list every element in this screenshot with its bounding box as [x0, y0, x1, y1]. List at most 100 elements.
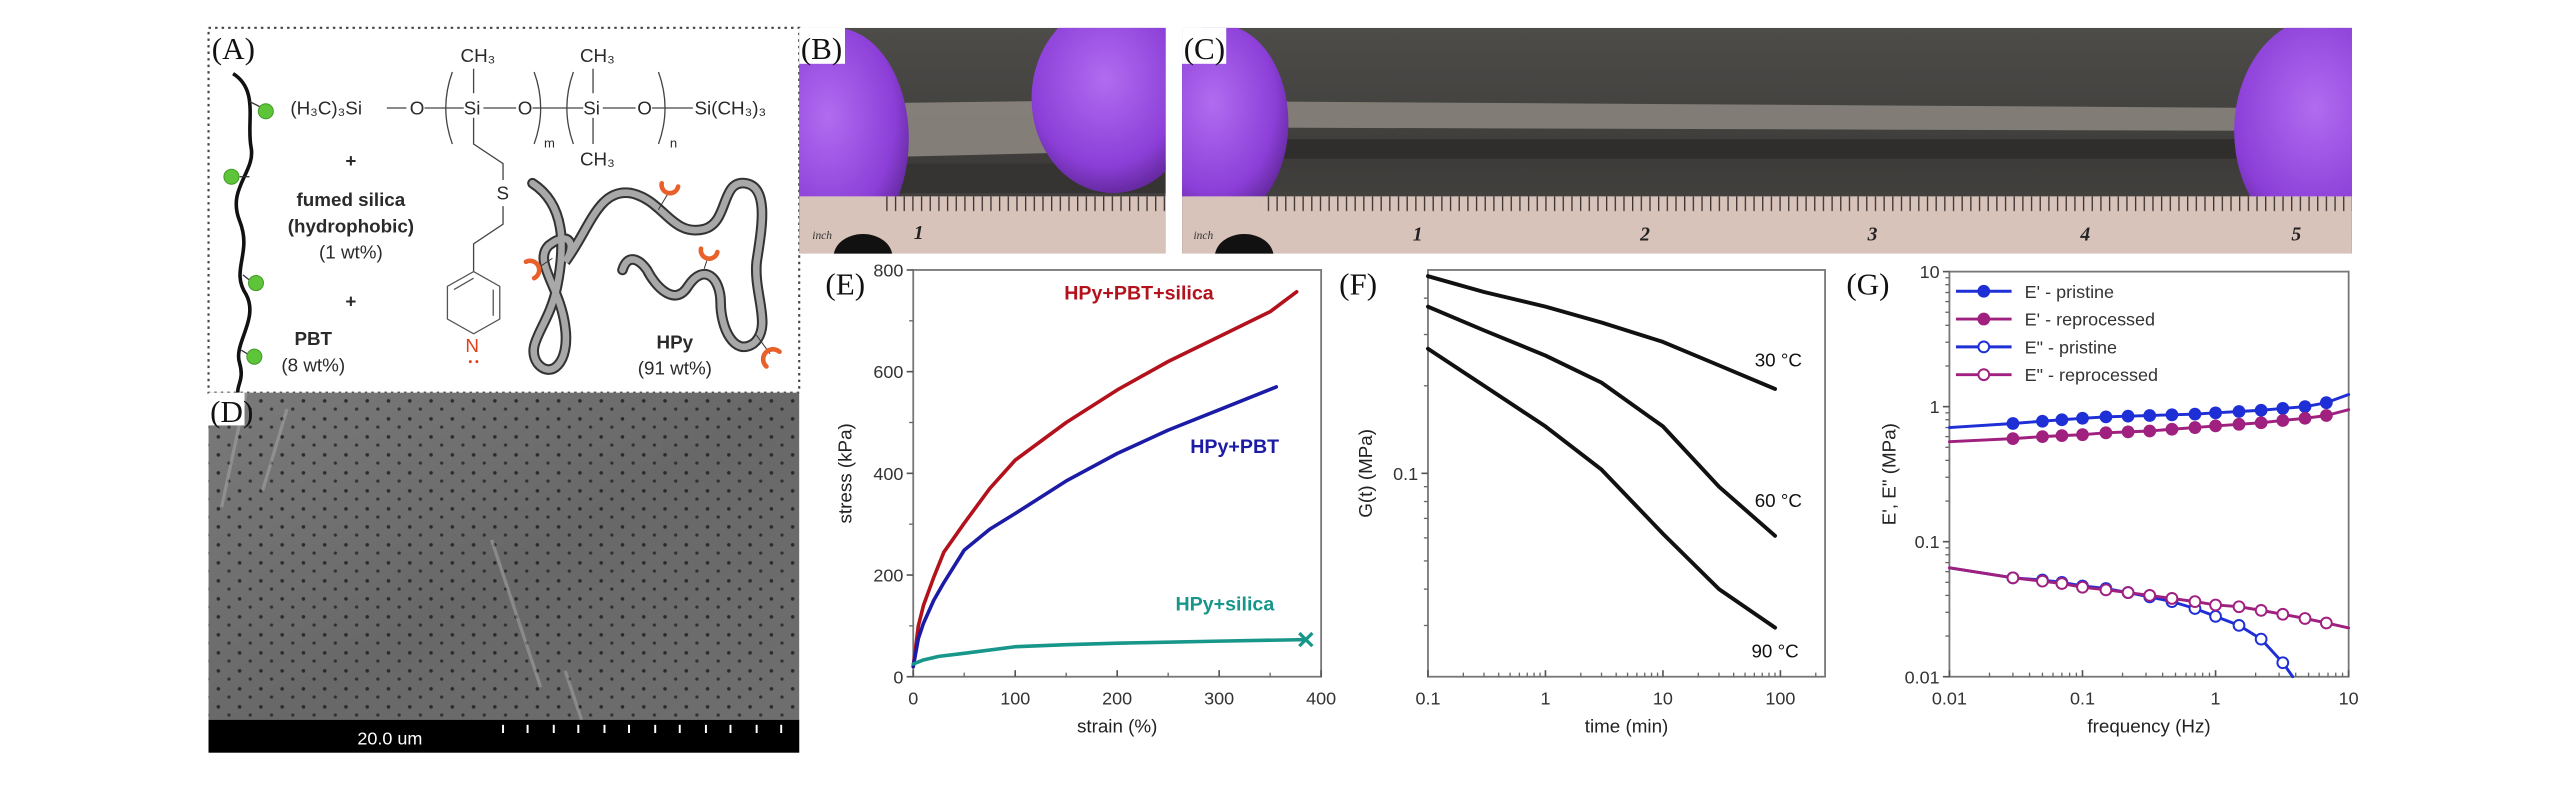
- x-tick-label: 10: [2339, 689, 2359, 709]
- data-point: [2254, 416, 2268, 430]
- data-point: [2036, 414, 2049, 428]
- y-tick-label: 200: [873, 566, 903, 586]
- y-tick-label: 1: [1930, 397, 1940, 417]
- data-point: [2298, 411, 2312, 425]
- series-label: HPy+PBT: [1190, 436, 1279, 458]
- bracket-open-n: [566, 71, 575, 145]
- glove-left: [799, 27, 909, 251]
- data-point: [2254, 403, 2268, 417]
- data-point: [2121, 425, 2135, 439]
- data-point: [2099, 426, 2113, 440]
- chart-f-stress-relaxation: 0.1 1 10 100 0.1 time (min) G(t) (MPa) 30 °C 60 …: [1355, 269, 1826, 736]
- chart-e-stress-strain: 0 100 200 300 400 0 200 400 600 800 strain (%) stre…: [835, 261, 1337, 737]
- legend-item: E' - pristine: [1955, 282, 2114, 302]
- data-point: [2099, 583, 2113, 597]
- data-point: [2319, 616, 2333, 630]
- pbt-chain: [232, 72, 254, 394]
- data-point: [2165, 408, 2179, 422]
- data-point: [2188, 407, 2202, 421]
- y-tick-label: 600: [873, 362, 903, 382]
- data-point: [2298, 612, 2312, 625]
- legend-label: E" - reprocessed: [2025, 365, 2158, 385]
- y-tick-label: 0: [893, 667, 903, 687]
- x-tick-label: 0.1: [1415, 689, 1440, 709]
- data-point: [2232, 618, 2246, 632]
- binding-group-icon: [698, 246, 720, 261]
- chem-oxygen-3: O: [637, 98, 652, 119]
- series-line: [911, 290, 1299, 669]
- silica-particle: [223, 168, 240, 185]
- plus-sign-1: +: [345, 150, 356, 171]
- data-point: [2036, 430, 2049, 443]
- pbt-weight: (8 wt%): [281, 354, 345, 375]
- ruler-number-3: 3: [1867, 225, 1878, 246]
- chem-subscript-m: m: [544, 135, 555, 150]
- chem-nitrogen: N: [465, 335, 479, 356]
- data-point: [2055, 429, 2069, 443]
- x-tick-label: 10: [1653, 689, 1673, 709]
- chem-silicon-2: Si: [583, 98, 600, 119]
- panel-c-photo: inch 1 2 3 4 5 (C): [1182, 27, 2352, 254]
- legend-item: E" - pristine: [1955, 337, 2117, 357]
- panel-b-photo: inch 1 (B): [799, 27, 1166, 254]
- x-tick-label: 0.1: [2070, 689, 2095, 709]
- plus-sign-2: +: [345, 291, 356, 312]
- glove-right: [1031, 27, 1166, 194]
- series-label: 90 °C: [1751, 641, 1798, 662]
- ruler-logo: [833, 233, 893, 254]
- data-point: [2143, 424, 2157, 438]
- scale-bar-label: 20.0 um: [357, 728, 422, 748]
- x-tick-label: 100: [1000, 689, 1030, 709]
- legend-item: E' - reprocessed: [1955, 310, 2155, 330]
- legend-marker: [1977, 312, 1991, 326]
- data-point: [2143, 409, 2157, 422]
- series-label: 30 °C: [1755, 350, 1802, 371]
- hpy-chemical-structure: (H₃C)₃Si O Si CH₃ O m Si CH₃ CH₃ O n Si(…: [290, 45, 766, 364]
- x-tick-label: 100: [1765, 689, 1795, 709]
- x-tick-label: 0: [908, 689, 918, 709]
- ruler-number-1: 1: [1413, 225, 1423, 246]
- y-axis-title: E', E" (MPa): [1878, 423, 1899, 525]
- glove-left: [1182, 27, 1289, 221]
- panel-a-border: [207, 26, 801, 394]
- data-point: [2209, 406, 2222, 420]
- data-point: [2254, 603, 2268, 617]
- data-point: [2232, 600, 2246, 614]
- data-point: [2055, 577, 2069, 590]
- data-point: [2232, 405, 2246, 418]
- chem-methyl-top-1: CH₃: [461, 45, 496, 66]
- data-point: [2055, 413, 2069, 427]
- ruler-unit: inch: [1194, 230, 1214, 242]
- chem-sulfur: S: [497, 183, 510, 204]
- chem-oxygen-2: O: [518, 98, 533, 119]
- plot-frame: [912, 269, 1323, 678]
- x-tick-label: 200: [1102, 689, 1132, 709]
- binding-group-icon: [760, 347, 782, 369]
- data-point: [2076, 428, 2089, 442]
- panel-label-a: (A): [212, 31, 255, 66]
- break-point-marker: [1298, 631, 1314, 648]
- data-point: [2232, 417, 2246, 431]
- plot-frame: [1948, 270, 2350, 678]
- y-tick-label: 0.1: [1393, 464, 1418, 484]
- series-line: [911, 385, 1279, 669]
- legend-marker: [1977, 284, 1991, 298]
- chem-methyl-top-2: CH₃: [580, 45, 615, 66]
- chem-oxygen-1: O: [410, 98, 425, 119]
- chart-g-dma-frequency-sweep: 0.01 0.1 1 10 0.01 0.1 1 10 frequency (Hz) E', E"…: [1878, 262, 2358, 736]
- y-tick-label: 400: [873, 464, 903, 484]
- y-tick-label: 10: [1920, 262, 1940, 282]
- ruler-number-5: 5: [2291, 225, 2301, 246]
- legend-marker: [1977, 340, 1991, 354]
- series-label: HPy+silica: [1176, 593, 1276, 615]
- data-point: [2319, 396, 2333, 410]
- data-point: [2165, 422, 2179, 436]
- series-line: [1426, 274, 1778, 391]
- scale-bar-ticks: [502, 724, 783, 734]
- silica-particle: [257, 103, 274, 120]
- pbt-name: PBT: [294, 328, 332, 349]
- panel-label-c: (C): [1184, 31, 1225, 66]
- data-point: [2006, 432, 2020, 445]
- x-axis-title: frequency (Hz): [2087, 715, 2210, 736]
